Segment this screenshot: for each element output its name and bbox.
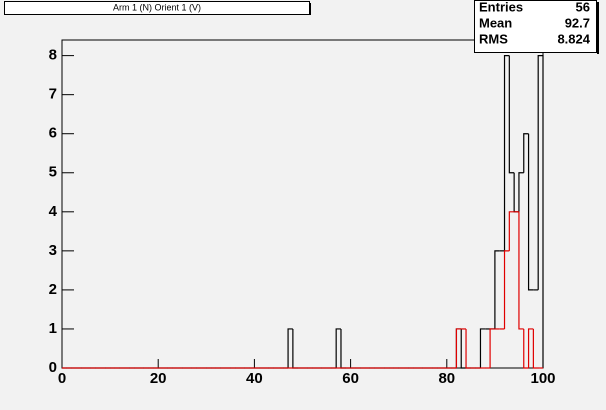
y-tick-label: 3 [49, 242, 57, 259]
histogram-bin [479, 328, 486, 368]
y-tick-label: 1 [49, 320, 57, 337]
title-box-shadow [309, 3, 311, 15]
histogram-bin [503, 55, 510, 251]
x-tick-label: 100 [530, 370, 555, 387]
stats-value: 92.7 [565, 15, 590, 30]
y-tick-label: 0 [49, 359, 57, 376]
histogram-bin [518, 172, 524, 212]
stats-label: Mean [479, 15, 512, 30]
frame [61, 39, 544, 369]
stats-box-shadow [597, 2, 599, 54]
x-tick-label: 0 [58, 370, 66, 387]
histogram-bin [489, 328, 495, 368]
histogram-bin [455, 328, 462, 368]
stats-label: RMS [479, 31, 508, 46]
histogram-bin [523, 133, 529, 173]
histogram-bin [523, 328, 529, 369]
y-tick-label: 4 [49, 203, 58, 220]
histogram-bin [494, 250, 500, 329]
stats-value: 8.824 [557, 31, 590, 46]
histogram-bin [335, 328, 341, 368]
x-tick-label: 40 [246, 370, 263, 387]
x-tick-label: 60 [342, 370, 359, 387]
histogram-bin [508, 211, 515, 251]
x-tick-label: 20 [150, 370, 167, 387]
histogram-bin [287, 328, 293, 368]
histogram-bin [532, 328, 539, 369]
y-tick-label: 6 [49, 125, 57, 142]
y-tick-label: 7 [49, 86, 57, 103]
histogram-bin [460, 328, 467, 369]
y-tick-label: 8 [49, 47, 57, 64]
histogram-bin [503, 250, 510, 329]
y-tick-label: 2 [49, 281, 57, 298]
histogram-bin [527, 133, 534, 291]
histogram-bin [518, 211, 524, 330]
stats-value: 56 [576, 0, 590, 14]
stats-box [474, 0, 597, 53]
y-tick-label: 5 [49, 164, 57, 181]
histogram-bin [537, 55, 544, 368]
chart-title: Arm 1 (N) Orient 1 (V) [113, 2, 201, 12]
histogram-bin [465, 328, 471, 369]
histogram-bin [508, 55, 515, 174]
histogram-bin [527, 328, 534, 368]
x-tick-label: 80 [438, 370, 455, 387]
stats-label: Entries [479, 0, 523, 14]
